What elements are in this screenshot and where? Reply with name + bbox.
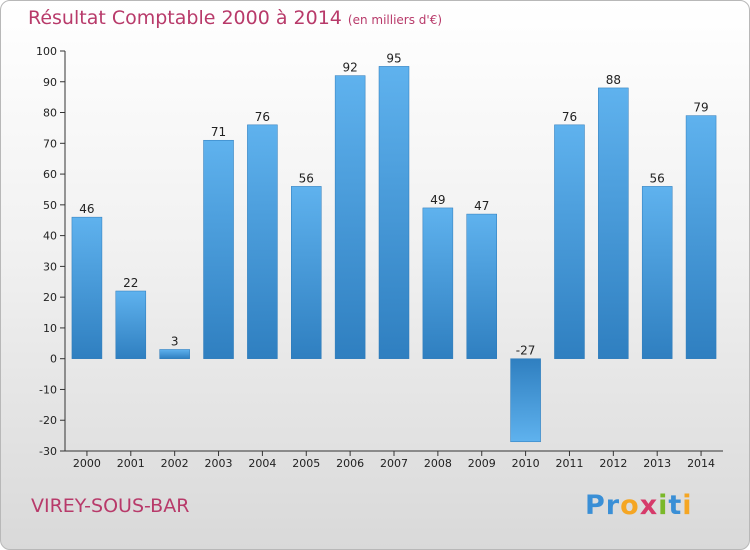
commune-name: VIREY-SOUS-BAR bbox=[31, 495, 190, 517]
labels-group: 46 22 3 71 76 56 92 95 49 47 -27 76 88 56 79 bbox=[79, 51, 708, 357]
bar bbox=[334, 75, 366, 359]
logo-letter: x bbox=[639, 490, 659, 521]
logo-letter: o bbox=[620, 490, 640, 521]
y-tick-label: 0 bbox=[50, 353, 57, 366]
x-tick-label: 2003 bbox=[205, 457, 233, 470]
y-tick-label: -30 bbox=[39, 445, 57, 458]
data-label: 76 bbox=[255, 110, 270, 124]
bar bbox=[685, 115, 717, 359]
y-tick-label: 90 bbox=[43, 76, 57, 89]
proxiti-logo[interactable]: Proxiti bbox=[585, 490, 693, 521]
chart-title: Résultat Comptable 2000 à 2014 (en millie… bbox=[28, 7, 442, 29]
data-label: -27 bbox=[516, 344, 536, 358]
y-tick-label: 10 bbox=[43, 322, 57, 335]
logo-letter: i bbox=[682, 490, 693, 521]
data-label: 3 bbox=[171, 334, 179, 348]
logo-letter: P bbox=[585, 490, 606, 521]
x-tick-label: 2009 bbox=[468, 457, 496, 470]
x-tick-label: 2002 bbox=[161, 457, 189, 470]
bar bbox=[378, 66, 410, 359]
x-tick-label: 2012 bbox=[599, 457, 627, 470]
x-tick-label: 2005 bbox=[292, 457, 320, 470]
bar bbox=[71, 216, 103, 359]
logo-letter: r bbox=[605, 490, 621, 521]
x-tick-label: 2004 bbox=[248, 457, 276, 470]
data-label: 46 bbox=[79, 202, 94, 216]
x-tick-label: 2010 bbox=[512, 457, 540, 470]
bars-group bbox=[71, 66, 717, 443]
data-label: 47 bbox=[474, 199, 489, 213]
y-tick-label: 60 bbox=[43, 168, 57, 181]
bar bbox=[510, 358, 541, 443]
bar bbox=[159, 349, 190, 359]
x-tick-label: 2000 bbox=[73, 457, 101, 470]
y-tick-label: 50 bbox=[43, 199, 57, 212]
bar bbox=[422, 207, 454, 359]
x-tick-label: 2001 bbox=[117, 457, 145, 470]
y-tick-label: 100 bbox=[36, 45, 57, 58]
x-tick-label: 2014 bbox=[687, 457, 715, 470]
axes: -30 -20 -10 0 10 20 30 40 50 60 70 80 90 100 2000 2001 2… bbox=[36, 45, 723, 470]
data-label: 92 bbox=[342, 61, 357, 75]
bar bbox=[291, 186, 322, 359]
logo-letter: t bbox=[668, 490, 683, 521]
x-tick-label: 2013 bbox=[643, 457, 671, 470]
y-tick-label: 80 bbox=[43, 107, 57, 120]
x-tick-label: 2008 bbox=[424, 457, 452, 470]
data-label: 22 bbox=[123, 276, 138, 290]
data-label: 76 bbox=[562, 110, 577, 124]
bar bbox=[115, 290, 147, 359]
data-label: 56 bbox=[299, 171, 314, 185]
x-tick-label: 2007 bbox=[380, 457, 408, 470]
y-tick-label: 70 bbox=[43, 137, 57, 150]
title-text: Résultat Comptable 2000 à 2014 bbox=[28, 7, 342, 29]
bar bbox=[247, 124, 278, 359]
data-label: 49 bbox=[430, 193, 445, 207]
y-tick-label: 40 bbox=[43, 230, 57, 243]
unit-label: (en milliers d'€) bbox=[347, 13, 443, 27]
x-tick-label: 2006 bbox=[336, 457, 364, 470]
y-tick-label: -20 bbox=[39, 414, 57, 427]
data-label: 56 bbox=[650, 171, 665, 185]
y-tick-label: 20 bbox=[43, 291, 57, 304]
y-tick-label: -10 bbox=[39, 383, 57, 396]
bar bbox=[466, 213, 497, 359]
bar bbox=[641, 186, 673, 359]
bar bbox=[554, 124, 585, 359]
data-label: 79 bbox=[693, 101, 708, 115]
bar bbox=[598, 87, 629, 359]
y-tick-label: 30 bbox=[43, 260, 57, 273]
logo-letter: i bbox=[658, 490, 669, 521]
data-label: 88 bbox=[606, 73, 621, 87]
bar bbox=[203, 139, 234, 359]
data-label: 95 bbox=[386, 51, 401, 65]
data-label: 71 bbox=[211, 125, 226, 139]
x-tick-label: 2011 bbox=[555, 457, 583, 470]
